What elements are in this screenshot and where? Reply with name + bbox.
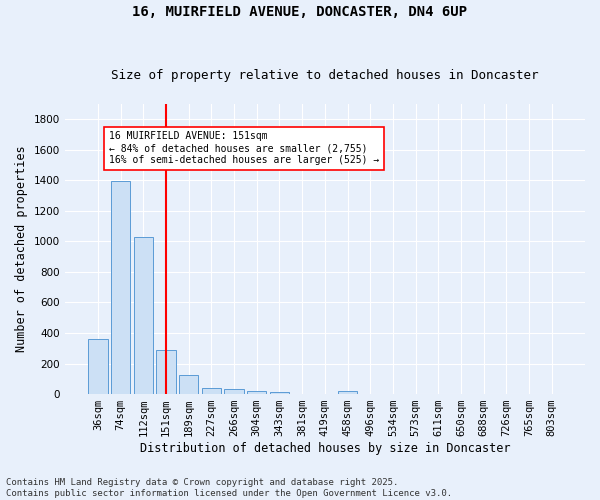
Bar xyxy=(224,388,244,394)
Bar xyxy=(88,339,107,394)
Text: 16, MUIRFIELD AVENUE, DONCASTER, DN4 6UP: 16, MUIRFIELD AVENUE, DONCASTER, DN4 6UP xyxy=(133,5,467,19)
Bar xyxy=(111,181,130,394)
Bar xyxy=(134,237,153,394)
Bar xyxy=(202,388,221,394)
Text: 16 MUIRFIELD AVENUE: 151sqm
← 84% of detached houses are smaller (2,755)
16% of : 16 MUIRFIELD AVENUE: 151sqm ← 84% of det… xyxy=(109,132,380,164)
Bar xyxy=(270,392,289,394)
Bar xyxy=(338,392,357,394)
Bar xyxy=(179,375,199,394)
Text: Contains HM Land Registry data © Crown copyright and database right 2025.
Contai: Contains HM Land Registry data © Crown c… xyxy=(6,478,452,498)
Y-axis label: Number of detached properties: Number of detached properties xyxy=(15,146,28,352)
X-axis label: Distribution of detached houses by size in Doncaster: Distribution of detached houses by size … xyxy=(140,442,510,455)
Bar xyxy=(157,350,176,394)
Title: Size of property relative to detached houses in Doncaster: Size of property relative to detached ho… xyxy=(111,69,539,82)
Bar xyxy=(247,390,266,394)
